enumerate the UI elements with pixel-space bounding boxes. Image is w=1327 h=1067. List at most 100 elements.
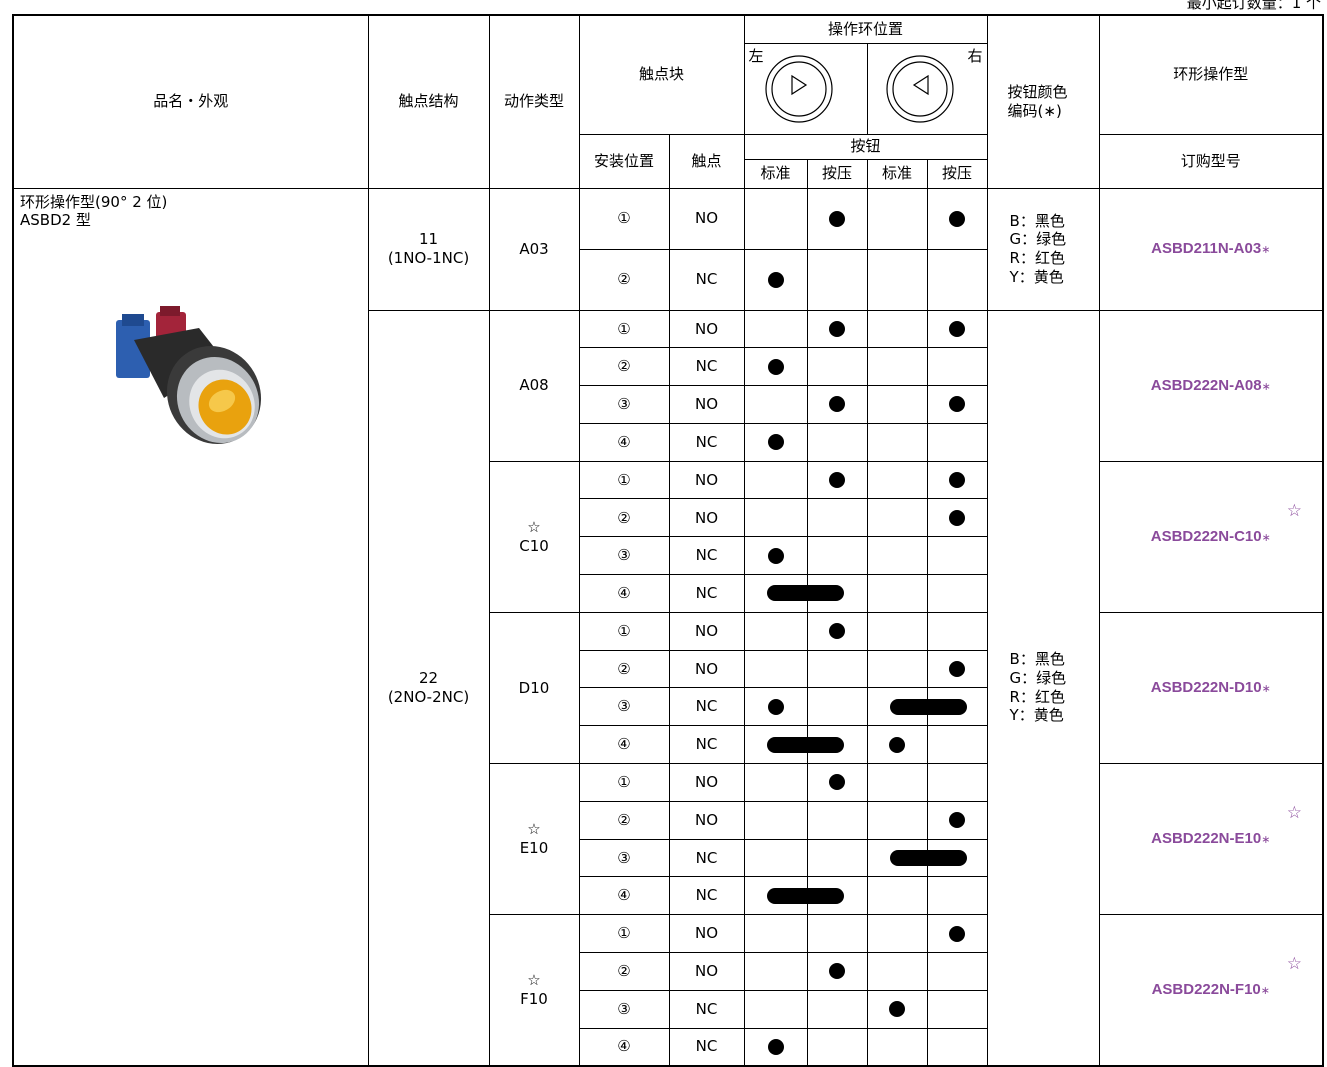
header-text: 按压 [822,164,853,183]
header-text: 触点结构 [398,92,459,111]
model-code: ASBD222N-D10 [1150,679,1262,697]
state-cell [743,838,808,878]
table-row: ③ NC [13,687,1323,727]
mount-position: ④ [617,1037,631,1056]
state-cell [806,649,868,689]
contact-cell: NC [668,347,745,387]
mount-position: ① [617,924,631,943]
position-cell: ② [578,347,670,387]
position-cell: ③ [578,989,670,1029]
model-star: ☆ [1286,803,1303,824]
state-cell [743,952,808,991]
state-cell [743,498,808,538]
color-code: R：红色 [1009,687,1065,706]
header-text: 按钮颜色 [1007,83,1068,101]
header-cell: 触点块 [578,14,745,135]
mount-position: ③ [617,848,631,867]
contact-dot [829,320,846,337]
header-text: 标准 [760,164,791,183]
mount-position: ② [617,810,631,829]
contact-dot [949,320,966,337]
position-cell: ④ [578,422,670,462]
contact-dot [767,547,784,564]
type-code: E10 [519,839,549,858]
position-cell: ② [578,800,670,840]
position-cell: ④ [578,574,670,613]
table-body: 环形操作型(90° 2 位) ASBD2 型 11 (1NO-1NC) A03 ① NO B… [12,187,1324,1067]
position-cell: ① [578,914,670,954]
position-cell: ② [578,248,670,311]
contact-type: NO [694,659,719,678]
header-cell: 按钮颜色 编码(∗) [986,14,1100,189]
state-cell [926,536,988,576]
state-cell [806,422,868,462]
state-cell [806,611,868,651]
mount-position: ④ [617,886,631,905]
state-cell [866,838,967,878]
position-cell: ③ [578,385,670,424]
contact-dot [767,1038,784,1055]
header-cell: 标准 [743,158,808,189]
state-cell [926,952,988,991]
state-cell [926,876,988,916]
contact-cell: NO [668,187,745,250]
state-cell [866,800,928,840]
mount-position: ④ [617,735,631,754]
model-code: ASBD222N-C10 [1150,527,1262,545]
contact-type: NC [695,270,718,289]
mount-position: ③ [617,395,631,414]
header-cell: 触点 [668,133,745,189]
contact-dot [889,1001,906,1018]
contact-type: NO [694,810,719,829]
model-code: ASBD222N-A08 [1150,376,1262,394]
model-suffix: ∗ [1261,380,1271,393]
mount-position: ④ [617,432,631,451]
state-cell [743,309,808,349]
state-cell [926,989,988,1029]
contact-bar [889,850,967,867]
contact-type: NC [695,999,718,1018]
product-cell: 环形操作型(90° 2 位) ASBD2 型 [12,187,369,1067]
contact-dot [829,963,846,980]
header-text: 环形操作型 [1173,65,1249,84]
contact-dot [829,774,846,791]
action-type-cell: ☆ C10 [488,460,580,613]
contact-type: NO [694,395,719,414]
color-code-cell: B：黑色 G：绿色 R：红色 Y：黄色 [986,187,1100,311]
header-cell: 触点结构 [367,14,490,189]
model-code: ASBD222N-F10 [1151,981,1261,999]
state-cell [926,763,988,802]
header-cell: 标准 [866,158,928,189]
contact-bar [889,698,967,715]
contact-cell: NO [668,460,745,500]
state-cell [926,914,988,954]
contact-type: NO [694,319,719,338]
state-cell [866,725,928,765]
contact-cell: NO [668,309,745,349]
state-cell [866,248,928,311]
contact-type: NC [695,432,718,451]
ring-left-icon [764,54,833,123]
header-text: 动作类型 [503,92,564,111]
contact-cell: NC [668,1027,745,1067]
state-cell [926,460,988,500]
contact-cell: NC [668,989,745,1029]
contact-dot [949,812,966,829]
contact-dot [767,358,784,375]
contact-dot [949,509,966,526]
state-cell [806,385,868,424]
contact-dot [949,396,966,413]
header-text: 触点块 [639,65,685,84]
contact-dot [949,925,966,942]
contact-type: NC [695,697,718,716]
state-cell [926,574,988,613]
mount-position: ② [617,357,631,376]
mount-position: ① [617,209,631,228]
state-cell [806,800,868,840]
contact-dot [767,698,784,715]
model-suffix: ∗ [1260,985,1270,998]
type-code: F10 [520,990,548,1009]
state-cell [866,187,928,250]
color-code-cell: B：黑色 G：绿色 R：红色 Y：黄色 [986,309,1100,1067]
state-cell [926,800,988,840]
